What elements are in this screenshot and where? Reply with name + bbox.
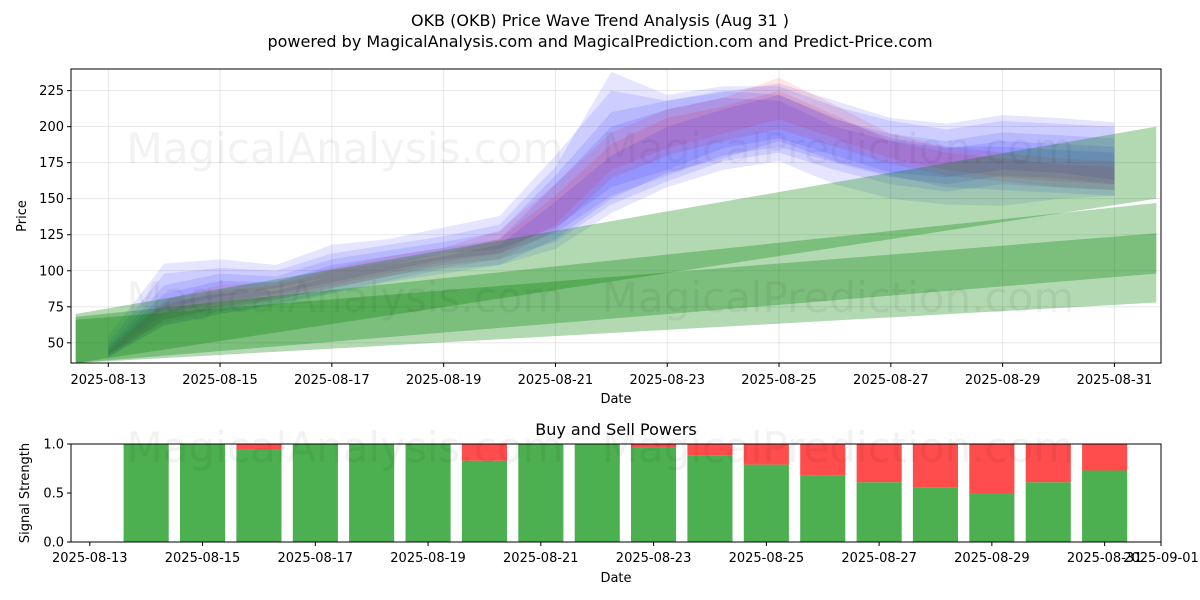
price-x-tick-label: 2025-08-13 <box>70 373 146 388</box>
signal-x-tick-label: 2025-08-29 <box>954 551 1030 566</box>
signal-x-tick-label: 2025-08-19 <box>390 551 466 566</box>
sell-bar <box>236 444 282 450</box>
signal-x-tick-label: 2025-08-15 <box>165 551 241 566</box>
buy-bar <box>574 444 620 542</box>
buy-bar <box>518 444 564 542</box>
sell-bar <box>969 444 1015 493</box>
buy-bar <box>856 482 902 542</box>
price-plot-area <box>71 69 1161 363</box>
buy-bar <box>800 475 846 542</box>
buy-bar <box>292 444 338 542</box>
signal-x-tick-label: 2025-08-17 <box>278 551 354 566</box>
wave-band-blue <box>108 94 1115 358</box>
price-x-tick-label: 2025-08-19 <box>406 373 482 388</box>
signal-panel: Buy and Sell Powers MagicalAnalysis.com … <box>18 420 1199 586</box>
chart-subtitle: powered by MagicalAnalysis.com and Magic… <box>267 32 932 51</box>
trend-band <box>75 233 1157 363</box>
signal-y-tick-label: 1.0 <box>43 438 64 453</box>
signal-y-ticks: 0.0 0.5 1.0 <box>43 438 71 551</box>
signal-y-axis-label: Signal Strength <box>18 443 33 543</box>
price-grid <box>71 69 1161 363</box>
price-y-ticks: 50 75 100 125 150 175 200 225 <box>39 84 71 351</box>
buy-bar <box>349 444 395 542</box>
sell-bar <box>912 444 958 488</box>
price-plot-frame <box>70 68 1162 364</box>
price-y-tick-label: 200 <box>39 120 64 135</box>
buy-bar <box>1082 470 1128 542</box>
buy-bar <box>969 493 1015 542</box>
signal-x-tick-label: 2025-08-27 <box>841 551 917 566</box>
sell-bar <box>800 444 846 476</box>
buy-bar <box>461 460 507 542</box>
wave-band-blue <box>108 71 1115 355</box>
price-x-tick-label: 2025-08-25 <box>741 373 817 388</box>
buy-bar <box>123 444 169 542</box>
price-x-tick-label: 2025-08-29 <box>965 373 1041 388</box>
signal-x-tick-label: 2025-09-01 <box>1123 551 1199 566</box>
buy-bar <box>743 464 789 542</box>
price-x-tick-label: 2025-08-27 <box>853 373 929 388</box>
price-bands <box>75 71 1157 363</box>
signal-x-tick-label: 2025-08-23 <box>616 551 692 566</box>
sell-bar <box>631 444 677 448</box>
price-y-tick-label: 50 <box>47 336 64 351</box>
sell-bar <box>461 444 507 461</box>
sell-bar <box>1025 444 1071 483</box>
buy-bar <box>236 449 282 542</box>
buy-bar <box>631 447 677 542</box>
buy-bar <box>687 455 733 542</box>
signal-x-tick-label: 2025-08-25 <box>729 551 805 566</box>
price-x-tick-label: 2025-08-31 <box>1077 373 1153 388</box>
watermark-analysis-bottom: MagicalAnalysis.com <box>127 423 564 472</box>
price-x-axis-label: Date <box>600 392 631 407</box>
price-y-tick-label: 75 <box>47 300 64 315</box>
price-x-tick-label: 2025-08-15 <box>182 373 258 388</box>
price-x-tick-label: 2025-08-17 <box>294 373 370 388</box>
signal-y-tick-label: 0.5 <box>43 487 64 502</box>
watermark-analysis-mid: MagicalAnalysis.com <box>127 273 564 322</box>
signal-y-tick-label: 0.0 <box>43 536 64 551</box>
sell-bar <box>1082 444 1128 471</box>
price-y-tick-label: 225 <box>39 84 64 99</box>
price-y-axis-label: Price <box>15 200 30 232</box>
price-x-ticks: 2025-08-13 2025-08-15 2025-08-17 2025-08-19… <box>70 363 1152 388</box>
price-x-tick-label: 2025-08-21 <box>518 373 594 388</box>
watermark-prediction-mid: MagicalPrediction.com <box>602 273 1075 322</box>
trend-band <box>75 126 1157 363</box>
watermark-prediction-bottom: MagicalPrediction.com <box>602 423 1075 472</box>
signal-x-ticks: 2025-08-13 2025-08-15 2025-08-17 2025-08-19… <box>52 542 1199 566</box>
buy-bar <box>912 487 958 542</box>
trend-band <box>75 203 1157 363</box>
buy-bar <box>1025 482 1071 542</box>
price-y-tick-label: 100 <box>39 264 64 279</box>
price-panel: MagicalAnalysis.com MagicalPrediction.co… <box>15 68 1162 407</box>
price-y-tick-label: 125 <box>39 228 64 243</box>
chart-title: OKB (OKB) Price Wave Trend Analysis (Aug… <box>411 11 789 30</box>
sell-bar <box>687 444 733 456</box>
watermark-analysis-top: MagicalAnalysis.com <box>127 124 564 173</box>
signal-x-tick-label: 2025-08-13 <box>52 551 128 566</box>
buy-bar <box>180 444 226 542</box>
wave-band-blue <box>108 90 1115 358</box>
price-x-tick-label: 2025-08-23 <box>629 373 705 388</box>
signal-x-axis-label: Date <box>600 571 631 586</box>
watermark-prediction-top: MagicalPrediction.com <box>602 124 1075 173</box>
sell-bar <box>743 444 789 465</box>
price-y-tick-label: 150 <box>39 192 64 207</box>
price-y-tick-label: 175 <box>39 156 64 171</box>
wave-band-blue <box>108 83 1115 351</box>
signal-bars <box>123 444 1128 542</box>
wave-band-blue <box>108 97 1115 358</box>
sell-bar <box>856 444 902 483</box>
signal-x-tick-label: 2025-08-21 <box>503 551 579 566</box>
buy-bar <box>405 444 451 542</box>
wave-band-red <box>108 77 1115 355</box>
signal-title: Buy and Sell Powers <box>535 420 697 439</box>
signal-x-tick-label: 2025-08-31 <box>1067 551 1143 566</box>
